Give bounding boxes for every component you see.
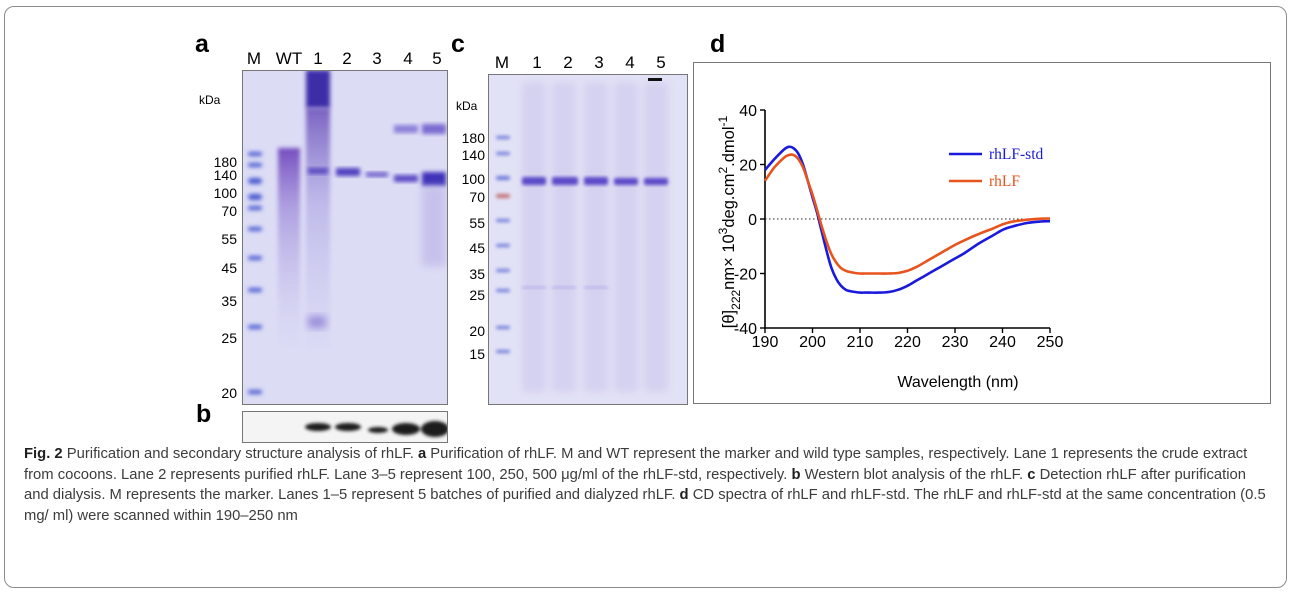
panel-a-lane-M: M bbox=[246, 49, 262, 68]
panel-c-kda-unit: kDa bbox=[456, 99, 478, 113]
figure-frame bbox=[4, 6, 1287, 588]
cd-x-tick-label: 230 bbox=[942, 334, 969, 351]
cd-x-tick-label: 220 bbox=[894, 334, 921, 351]
cd-x-tick-label: 240 bbox=[989, 334, 1016, 351]
panel-d-letter: d bbox=[710, 30, 726, 58]
panel-a-mw-55: 55 bbox=[221, 231, 237, 247]
panel-a-lane-2: 2 bbox=[342, 49, 352, 68]
panel-c-mw-100: 100 bbox=[461, 171, 485, 187]
panel-c-mw-180: 180 bbox=[461, 130, 485, 146]
panel-a-lane-3: 3 bbox=[372, 49, 382, 68]
cd-y-tick-label: 40 bbox=[739, 103, 757, 120]
cd-x-tick-label: 200 bbox=[799, 334, 826, 351]
panel-a-mw-180: 180 bbox=[213, 154, 237, 170]
panel-c-mw-70: 70 bbox=[469, 189, 485, 205]
cd-spectra-chart: [θ]222nm× 103deg.cm2.dmol-1 Wavelength (… bbox=[716, 103, 1064, 391]
panel-a-lane-5: 5 bbox=[432, 49, 442, 68]
panel-b-western-blot bbox=[242, 411, 448, 443]
caption-b-text: Western blot analysis of the rhLF. bbox=[800, 466, 1028, 483]
panel-a-gel bbox=[242, 70, 448, 405]
panel-b-letter: b bbox=[196, 400, 212, 428]
panel-c-gel bbox=[488, 74, 688, 405]
panel-c-mw-140: 140 bbox=[461, 147, 485, 163]
panel-d-frame bbox=[693, 62, 1271, 404]
cd-x-axis-label: Wavelength (nm) bbox=[897, 374, 1018, 391]
panel-c-lane-3: 3 bbox=[594, 53, 604, 72]
panel-c-mw-15: 15 bbox=[469, 346, 485, 362]
panel-a-lane-1: 1 bbox=[313, 49, 323, 68]
caption-d-text: CD spectra of rhLF and rhLF-std. The rhL… bbox=[24, 487, 1266, 524]
cd-x-tick-label: 210 bbox=[847, 334, 874, 351]
cd-legend-label: rhLF-std bbox=[989, 146, 1044, 163]
panel-c-lane-5: 5 bbox=[656, 53, 666, 72]
cd-series-line-rhLF bbox=[763, 153, 1051, 275]
panel-c-mw-25: 25 bbox=[469, 287, 485, 303]
cd-y-tick-label: 0 bbox=[748, 212, 757, 229]
cd-x-tick-label: 250 bbox=[1037, 334, 1064, 351]
panel-a-mw-100: 100 bbox=[213, 185, 237, 201]
caption-b-label: b bbox=[791, 466, 801, 483]
cd-y-tick-label: -40 bbox=[734, 321, 757, 338]
panel-a-letter: a bbox=[195, 30, 209, 58]
panel-a-mw-45: 45 bbox=[221, 260, 237, 276]
caption-c-text: Detection rhLF after purification and di… bbox=[24, 466, 1246, 504]
panel-c-mw-35: 35 bbox=[469, 266, 485, 282]
caption-intro: Purification and secondary structure ana… bbox=[62, 446, 418, 462]
panel-a-mw-25: 25 bbox=[221, 330, 237, 346]
panel-c-lane-2: 2 bbox=[563, 53, 573, 72]
panel-b-blot-border bbox=[242, 411, 448, 443]
caption-a-label: a bbox=[417, 446, 427, 462]
panel-a-kda-unit: kDa bbox=[199, 93, 221, 107]
panel-a-mw-35: 35 bbox=[221, 293, 237, 309]
panel-c-letter: c bbox=[451, 30, 465, 58]
cd-y-tick-label: -20 bbox=[734, 267, 757, 284]
panel-a-gel-border bbox=[242, 70, 448, 405]
panel-c-lane-M: M bbox=[494, 53, 510, 72]
panel-c-gel-border bbox=[488, 74, 688, 405]
cd-legend-label: rhLF bbox=[989, 173, 1020, 190]
caption-c-label: c bbox=[1027, 466, 1036, 483]
panel-c-mw-45: 45 bbox=[469, 240, 485, 256]
panel-a-lane-4: 4 bbox=[403, 49, 413, 68]
caption-fig-label: Fig. 2 bbox=[24, 446, 63, 462]
cd-x-tick-label: 190 bbox=[752, 334, 779, 351]
caption-a-text: Purification of rhLF. M and WT represent… bbox=[24, 446, 1248, 483]
panel-c-mw-20: 20 bbox=[469, 323, 485, 339]
cd-y-tick-label: 20 bbox=[739, 158, 757, 175]
caption-d-label: d bbox=[679, 487, 689, 503]
panel-c-mw-55: 55 bbox=[469, 215, 485, 231]
cd-y-axis-label: [θ]222nm× 103deg.cm2.dmol-1 bbox=[716, 115, 743, 328]
panel-a-mw-20: 20 bbox=[221, 385, 237, 401]
panel-a-mw-70: 70 bbox=[221, 203, 237, 219]
figure-caption: Fig. 2 Purification and secondary struct… bbox=[24, 444, 1269, 526]
panel-c-lane-4: 4 bbox=[625, 53, 635, 72]
panel-a-lane-WT: WT bbox=[275, 49, 303, 68]
panel-c-lane-1: 1 bbox=[532, 53, 542, 72]
svg-text:[θ]222nm× 103deg.cm2.dmol-1: [θ]222nm× 103deg.cm2.dmol-1 bbox=[716, 115, 743, 328]
panel-a-mw-140: 140 bbox=[213, 167, 237, 183]
